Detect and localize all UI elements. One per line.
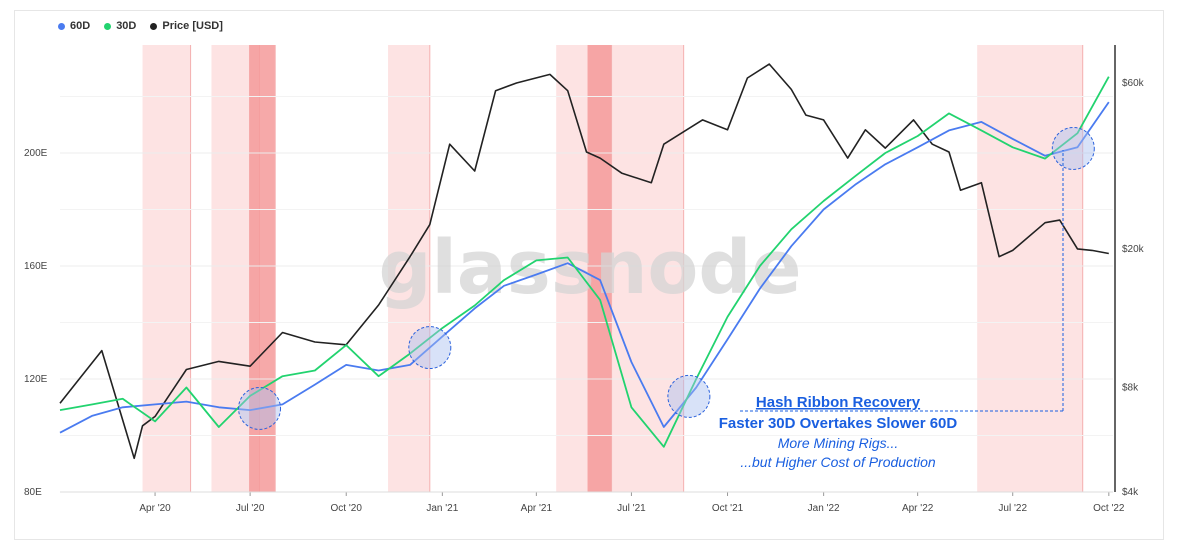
legend-label-60d: 60D bbox=[70, 20, 91, 32]
annotation-line2: ...but Higher Cost of Production bbox=[740, 454, 936, 470]
series-line-price-usd- bbox=[59, 63, 1109, 460]
annotation-title: Hash Ribbon Recovery bbox=[756, 394, 921, 411]
legend-dot-price bbox=[150, 22, 158, 30]
x-tick-label: Apr '22 bbox=[902, 503, 934, 514]
series-lines bbox=[59, 63, 1110, 460]
annotation-box: Hash Ribbon Recovery Faster 30D Overtake… bbox=[719, 150, 1064, 470]
x-tick-label: Oct '22 bbox=[1093, 503, 1125, 514]
legend-dot-30d bbox=[104, 22, 112, 30]
annotation-line1: More Mining Rigs... bbox=[778, 435, 899, 451]
right-tick-label: $4k bbox=[1122, 487, 1139, 498]
series-line-30d bbox=[59, 76, 1110, 448]
x-tick-label: Jul '22 bbox=[998, 503, 1027, 514]
shaded-region-3 bbox=[388, 45, 430, 492]
watermark: glassnode bbox=[378, 225, 801, 311]
x-tick-label: Jul '20 bbox=[236, 503, 265, 514]
annotation-subtitle: Faster 30D Overtakes Slower 60D bbox=[719, 415, 958, 432]
legend-dot-60d bbox=[58, 22, 65, 30]
x-tick-label: Oct '20 bbox=[331, 503, 363, 514]
x-tick-label: Apr '20 bbox=[139, 503, 171, 514]
x-tick-label: Jan '21 bbox=[426, 503, 458, 514]
chart-legend: 60D 30D Price [USD] bbox=[58, 20, 223, 32]
x-tick-label: Jan '22 bbox=[808, 503, 840, 514]
series-line-60d bbox=[59, 101, 1110, 434]
legend-item-30d[interactable]: 30D bbox=[104, 20, 136, 32]
left-tick-label: 160E bbox=[24, 261, 48, 272]
legend-label-30d: 30D bbox=[116, 20, 137, 32]
highlight-circles bbox=[238, 126, 1095, 430]
highlight-circle-3 bbox=[1051, 126, 1095, 170]
shaded-region-2 bbox=[249, 45, 276, 492]
highlight-circle-2 bbox=[667, 374, 711, 418]
axes: 80E 120E 160E 200E $4k $8k $20k $60k Apr '20 Jul … bbox=[24, 45, 1145, 514]
right-tick-label: $20k bbox=[1122, 244, 1145, 255]
legend-label-price: Price [USD] bbox=[162, 20, 223, 32]
shaded-region-0 bbox=[142, 45, 191, 492]
x-tick-label: Oct '21 bbox=[712, 503, 744, 514]
left-tick-label: 80E bbox=[24, 487, 42, 498]
legend-item-60d[interactable]: 60D bbox=[58, 20, 90, 32]
legend-item-price[interactable]: Price [USD] bbox=[150, 20, 223, 32]
highlight-circle-1 bbox=[408, 326, 452, 370]
right-tick-label: $60k bbox=[1122, 78, 1145, 89]
shaded-region-6 bbox=[977, 45, 1083, 492]
x-tick-label: Jul '21 bbox=[617, 503, 646, 514]
right-tick-label: $8k bbox=[1122, 382, 1139, 393]
left-tick-label: 200E bbox=[24, 148, 48, 159]
shaded-region-5 bbox=[587, 45, 612, 492]
x-tick-label: Apr '21 bbox=[521, 503, 553, 514]
left-tick-label: 120E bbox=[24, 374, 48, 385]
highlight-circle-0 bbox=[238, 386, 282, 430]
